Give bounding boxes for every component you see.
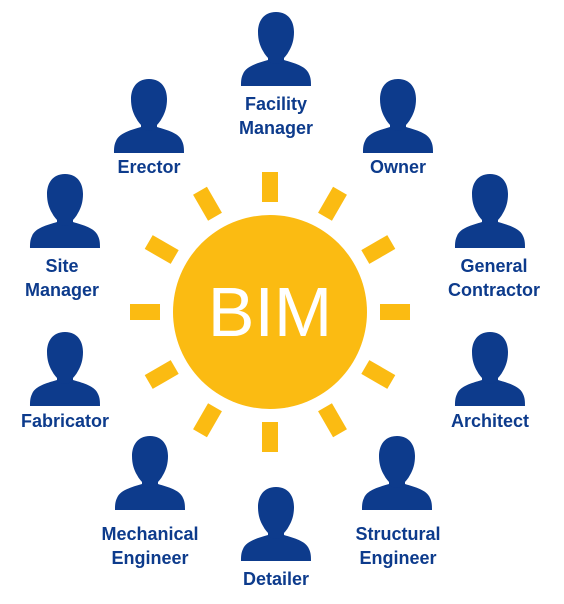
role-label-structural-engineer: Structural Engineer [355,522,440,570]
role-label-line: Contractor [447,280,541,300]
sun-ray [318,186,347,221]
sun-ray [130,304,160,320]
role-label-line: Structural [355,524,441,544]
role-label-line: Facility [244,94,308,114]
sun-ray [144,235,179,264]
bim-sun-circle [173,215,367,409]
role-label-fabricator: Fabricator [21,409,109,433]
role-label-architect: Architect [451,409,529,433]
role-label-line: Manager [238,118,314,138]
person-icon [455,174,525,248]
sun-ray [193,186,222,221]
people-icons [30,12,525,561]
role-label-facility-manager: Facility Manager [239,92,313,140]
person-icon [362,436,432,510]
role-label-line: Detailer [242,569,310,589]
person-icon [30,174,100,248]
sun-rays [130,172,410,452]
role-label-site-manager: Site Manager [25,254,99,302]
person-icon [241,12,311,86]
role-label-line: Site [45,256,79,276]
person-icon [455,332,525,406]
sun-ray [262,172,278,202]
bim-label: BIM [208,273,332,351]
person-icon [363,79,433,153]
role-label-line: Owner [369,157,427,177]
role-label-erector: Erector [117,155,180,179]
person-icon [114,79,184,153]
person-icon [30,332,100,406]
role-label-line: Erector [117,157,181,177]
role-label-line: General [460,256,528,276]
sun-ray [361,235,396,264]
role-label-owner: Owner [370,155,426,179]
role-label-detailer: Detailer [243,567,309,591]
sun-ray [144,360,179,389]
sun-ray [380,304,410,320]
sun-ray [361,360,396,389]
role-label-mechanical-engineer: Mechanical Engineer [101,522,198,570]
role-label-line: Fabricator [20,411,110,431]
role-label-line: Engineer [359,548,437,568]
sun-ray [318,403,347,438]
role-label-general-contractor: General Contractor [448,254,540,302]
role-label-line: Manager [24,280,100,300]
role-label-line: Engineer [111,548,189,568]
role-label-line: Architect [450,411,530,431]
sun-ray [262,422,278,452]
role-label-line: Mechanical [101,524,199,544]
person-icon [241,487,311,561]
sun-ray [193,403,222,438]
person-icon [115,436,185,510]
